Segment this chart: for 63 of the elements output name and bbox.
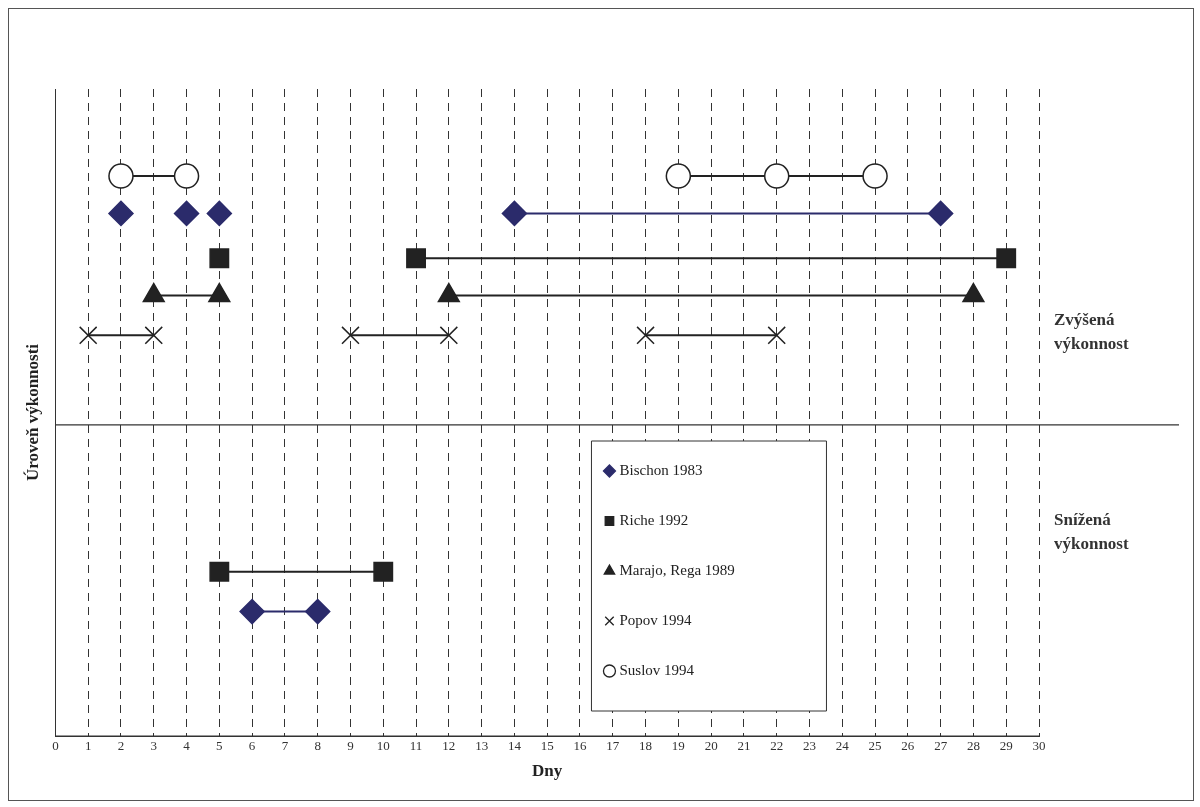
point: [173, 200, 200, 227]
legend-label: Suslov 1994: [619, 661, 695, 678]
x-tick-label: 26: [901, 738, 915, 754]
x-tick-label: 4: [183, 738, 191, 754]
x-tick-label: 1: [84, 738, 92, 754]
x-tick-label: 22: [770, 738, 784, 754]
x-tick-label: 23: [802, 738, 816, 754]
x-tick-label: 17: [606, 738, 620, 754]
y-axis-title: Úroveň výkonnosti: [22, 343, 42, 482]
point: [406, 248, 426, 269]
point: [304, 598, 331, 625]
legend-label: Popov 1994: [619, 611, 693, 628]
x-tick-label: 18: [639, 738, 653, 754]
x-tick-label: 9: [347, 738, 354, 754]
text: Zvýšená výkonnost: [1054, 309, 1129, 353]
point: [209, 561, 230, 582]
x-tick-label: 20: [704, 738, 718, 754]
x-tick-label: 3: [150, 738, 158, 754]
x-tick-label: 30: [1032, 738, 1046, 754]
point: [78, 326, 98, 345]
point: [439, 326, 459, 345]
x-tick-label: 14: [507, 738, 522, 754]
x-tick-label: 29: [999, 738, 1013, 754]
x-tick-label: 21: [737, 738, 751, 754]
point: [206, 200, 233, 227]
point: [763, 163, 790, 189]
x-tick-label: 2: [117, 738, 125, 754]
point: [373, 561, 394, 582]
x-tick-label: 13: [475, 738, 489, 754]
x-tick-label: 27: [934, 738, 948, 754]
point: [144, 326, 163, 345]
legend-label: Riche 1992: [619, 511, 689, 528]
point: [501, 200, 528, 227]
x-tick-label: 24: [835, 738, 850, 754]
x-tick-label: 10: [376, 738, 390, 754]
point: [636, 326, 655, 345]
point: [862, 163, 888, 189]
x-tick-label: 19: [671, 738, 685, 754]
x-tick-label: 15: [540, 738, 554, 754]
x-tick-label: 12: [442, 738, 456, 754]
point: [239, 598, 265, 625]
x-tick-label: 7: [281, 738, 289, 754]
point: [108, 200, 134, 227]
legend-label: Marajo, Rega 1989: [619, 561, 735, 578]
legend-label: Bischon 1983: [619, 461, 703, 478]
x-tick-label: 25: [868, 738, 882, 754]
point: [767, 326, 786, 345]
x-tick-label: 28: [966, 738, 980, 754]
x-tick-label: 8: [314, 738, 321, 754]
point: [108, 163, 134, 189]
point: [665, 163, 692, 189]
x-tick-label: 16: [573, 738, 587, 754]
point: [341, 326, 360, 345]
point: [996, 248, 1017, 269]
x-tick-label: 11: [409, 738, 423, 754]
x-axis-title: Dny: [532, 761, 563, 781]
point: [209, 248, 230, 269]
x-tick-label: 5: [216, 738, 223, 754]
point: [173, 163, 200, 189]
x-tick-label: 6: [248, 738, 256, 754]
text: Snížená výkonnost: [1054, 509, 1129, 553]
point: [927, 200, 954, 227]
x-tick-label: 0: [52, 738, 59, 754]
